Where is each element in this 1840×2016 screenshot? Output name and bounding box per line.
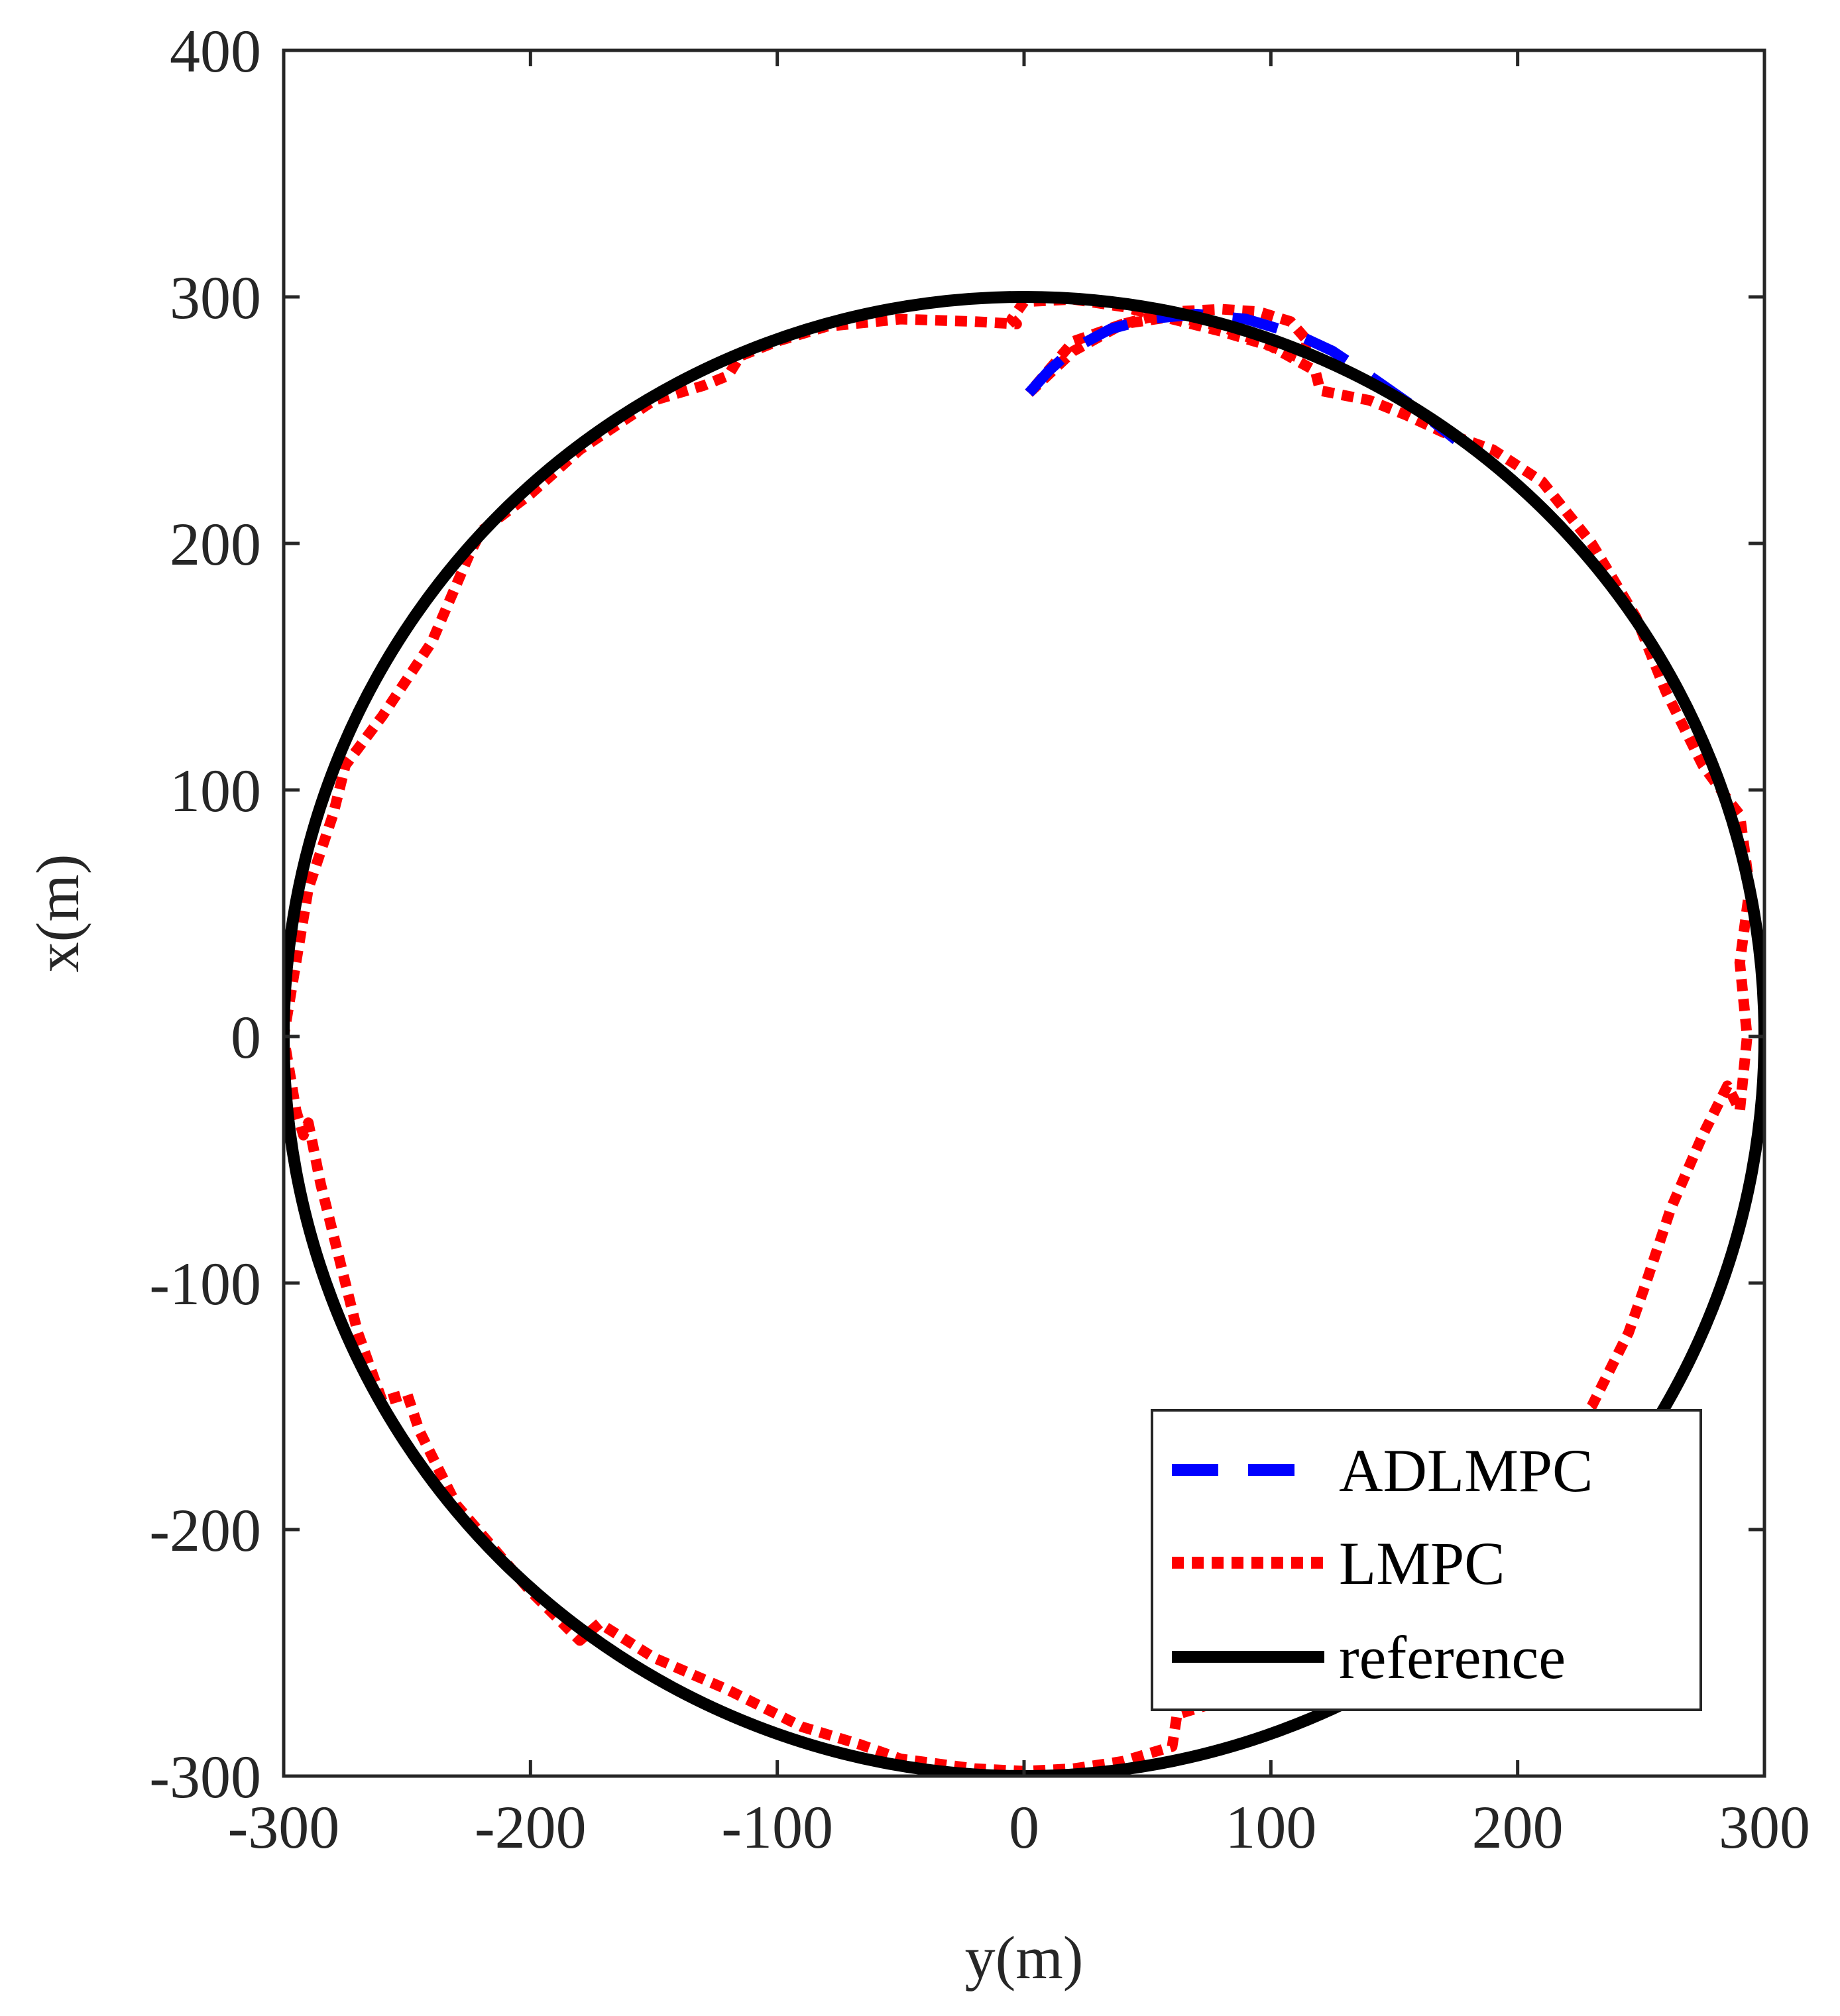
x-tick-label: 0 xyxy=(1009,1793,1039,1861)
y-tick-label: -300 xyxy=(149,1743,261,1811)
legend-label-adlmpc: ADLMPC xyxy=(1339,1437,1593,1504)
x-tick-label: 300 xyxy=(1719,1793,1810,1861)
y-tick-label: 300 xyxy=(170,264,261,331)
legend-label-reference: reference xyxy=(1339,1624,1566,1691)
y-tick-label: -200 xyxy=(149,1496,261,1564)
y-tick-label: 100 xyxy=(170,757,261,824)
legend: ADLMPC LMPC reference xyxy=(1151,1409,1702,1711)
y-tick-label: -100 xyxy=(149,1250,261,1317)
y-tick-label: 0 xyxy=(231,1003,261,1071)
x-tick-label: 200 xyxy=(1472,1793,1564,1861)
x-tick-label: -200 xyxy=(475,1793,587,1861)
y-tick-label: 200 xyxy=(170,510,261,578)
legend-label-lmpc: LMPC xyxy=(1339,1530,1505,1597)
y-tick-label: 400 xyxy=(170,17,261,85)
y-axis-label: x(m) xyxy=(24,854,91,973)
x-tick-label: 100 xyxy=(1225,1793,1316,1861)
x-tick-label: -300 xyxy=(228,1793,340,1861)
series-lmpc-line xyxy=(284,294,1755,1776)
x-tick-label: -100 xyxy=(721,1793,833,1861)
x-axis-label: y(m) xyxy=(965,1924,1084,1991)
series-reference-curve xyxy=(284,291,1764,1776)
